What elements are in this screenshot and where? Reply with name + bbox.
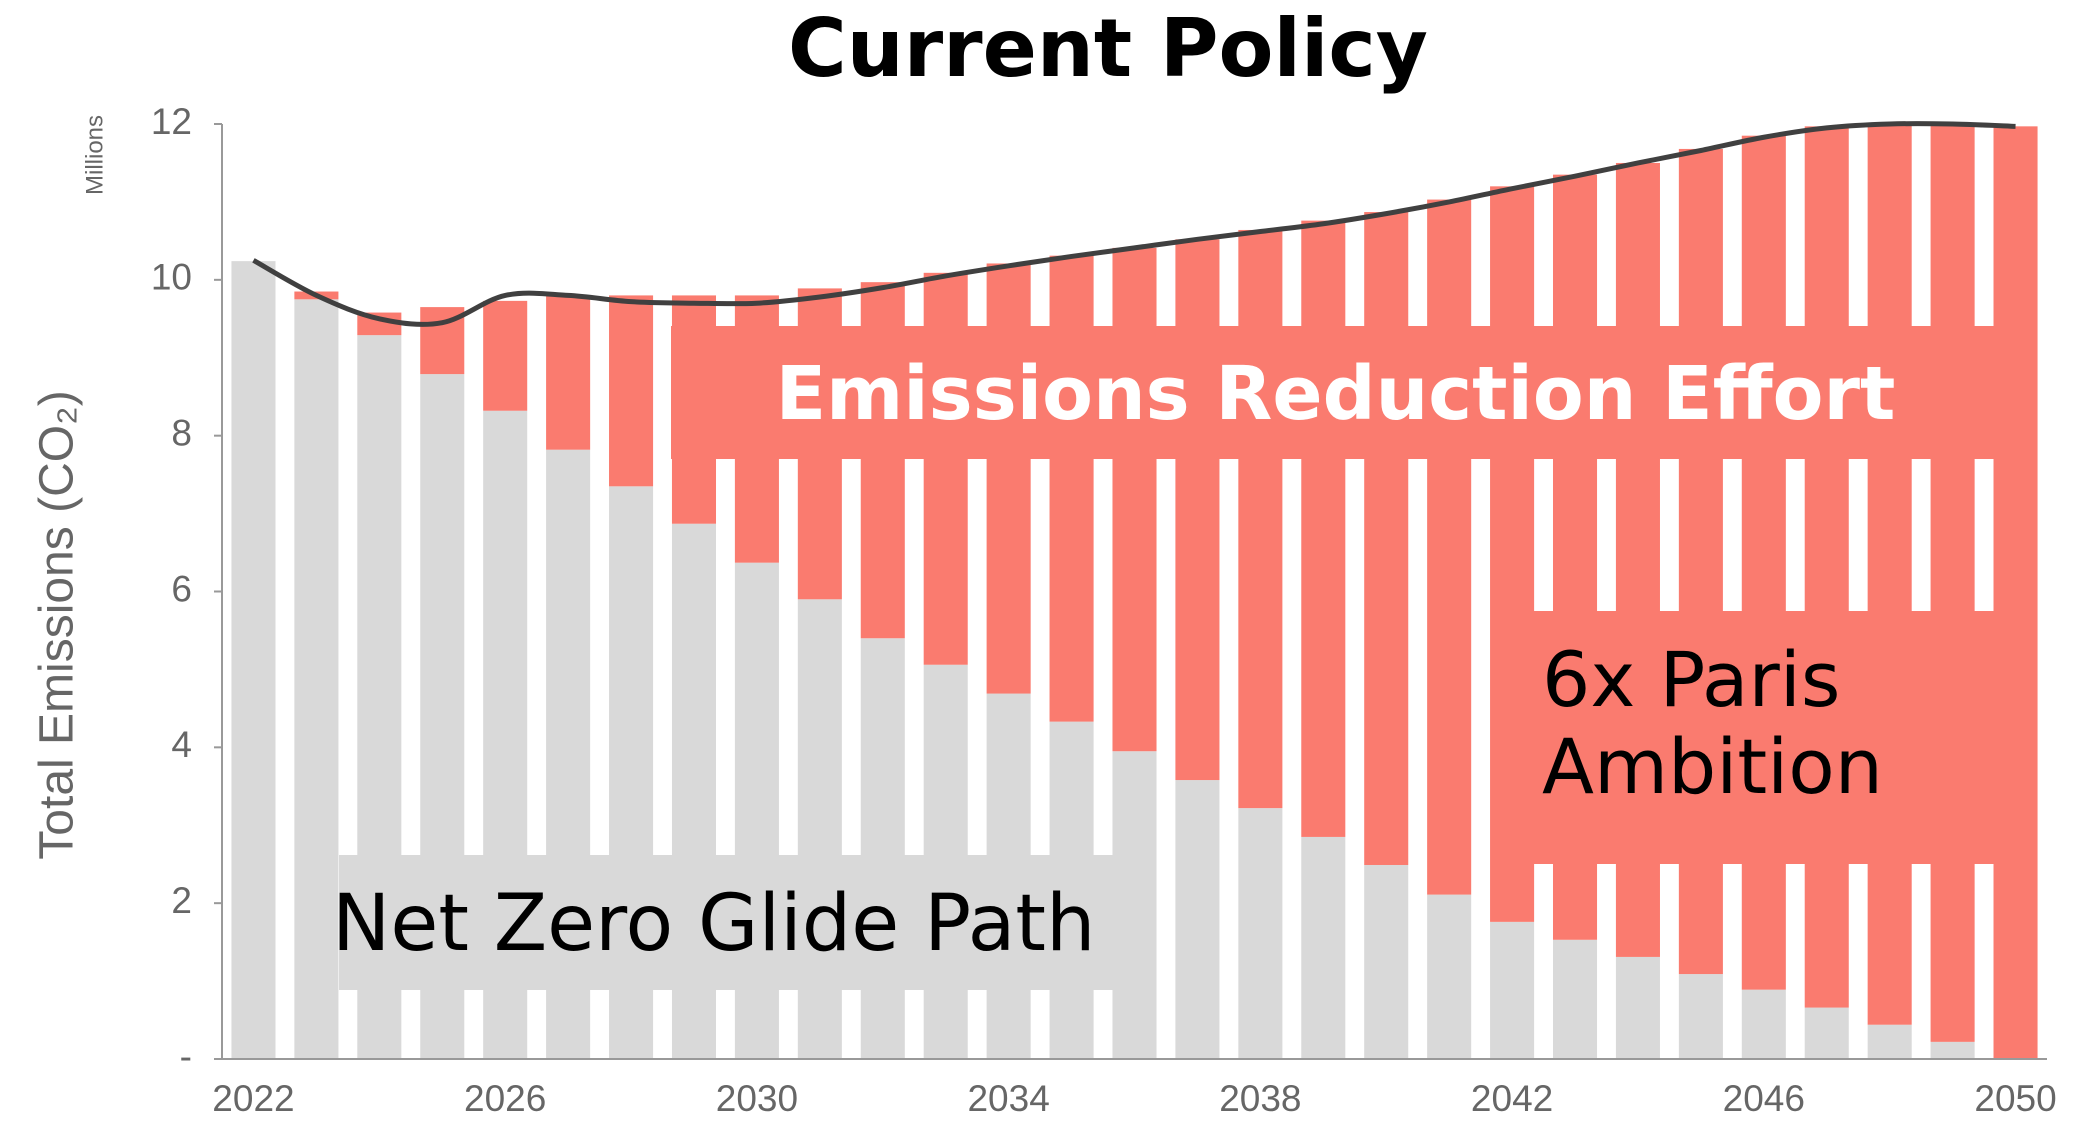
bar-segment	[1804, 1007, 1849, 1059]
bar-segment	[546, 295, 591, 450]
bar-segment	[1301, 220, 1346, 837]
x-tick-label: 2034	[967, 1078, 1049, 1119]
x-tick-label: 2050	[1974, 1078, 2056, 1119]
bar-segment	[1301, 836, 1346, 1059]
y-tick-label: 12	[151, 101, 192, 142]
y-tick-label: 2	[171, 880, 192, 921]
y-tick-label: 6	[171, 568, 192, 609]
annotation: 6x Paris Ambition	[1542, 635, 1883, 812]
bar-segment	[1741, 989, 1786, 1059]
annotation-box	[671, 326, 2000, 459]
y-axis-label: Total Emissions (CO₂)	[31, 390, 84, 859]
bar-segment	[1930, 1041, 1975, 1059]
bar-segment	[1238, 808, 1283, 1059]
bar-segment	[1364, 212, 1409, 865]
bar-segment	[1490, 921, 1535, 1059]
bar-segment	[483, 300, 528, 411]
annotation: Net Zero Glide Path	[332, 879, 1096, 969]
y-tick-label: 4	[171, 724, 192, 765]
annotation-box	[1502, 611, 2000, 864]
bar-segment	[1930, 124, 1975, 1042]
annotation-box	[339, 855, 1116, 990]
bar-segment	[1615, 956, 1660, 1059]
policy-line	[252, 121, 2016, 327]
y-tick-label: 10	[151, 257, 192, 298]
bar-segment	[1364, 864, 1409, 1059]
bar-segment	[1049, 255, 1094, 722]
bar-segment	[1112, 751, 1157, 1059]
bar-segment	[1427, 199, 1472, 895]
x-tick-label: 2026	[464, 1078, 546, 1119]
bar-segment	[294, 299, 339, 1059]
annotation: Emissions Reduction Effort	[775, 351, 1896, 437]
bar-segment	[1175, 780, 1220, 1059]
x-tick-label: 2022	[212, 1078, 294, 1119]
bar-segment	[1678, 974, 1723, 1059]
bar-segment	[609, 295, 654, 487]
bar-segment	[1112, 247, 1157, 752]
x-tick-label: 2046	[1723, 1078, 1805, 1119]
bar-segment	[1993, 126, 2038, 1059]
bar-segment	[1238, 229, 1283, 809]
bar-segment	[1867, 1024, 1912, 1059]
bar-segment	[1804, 126, 1849, 1008]
bar-segment	[797, 599, 842, 1059]
bar-segment	[1427, 894, 1472, 1059]
y-tick-label: 8	[171, 412, 192, 453]
chart-title: Current Policy	[788, 2, 1428, 95]
x-tick-label: 2042	[1471, 1078, 1553, 1119]
bar-segment	[860, 638, 905, 1059]
x-tick-label: 2038	[1219, 1078, 1301, 1119]
bar-segment	[1867, 124, 1912, 1025]
x-tick-label: 2030	[716, 1078, 798, 1119]
bar-segment	[231, 261, 276, 1060]
y-unit-label: Millions	[81, 115, 108, 195]
bar-segment	[1175, 239, 1220, 781]
bar-segment	[1552, 939, 1598, 1059]
y-tick-label: -	[180, 1036, 192, 1077]
